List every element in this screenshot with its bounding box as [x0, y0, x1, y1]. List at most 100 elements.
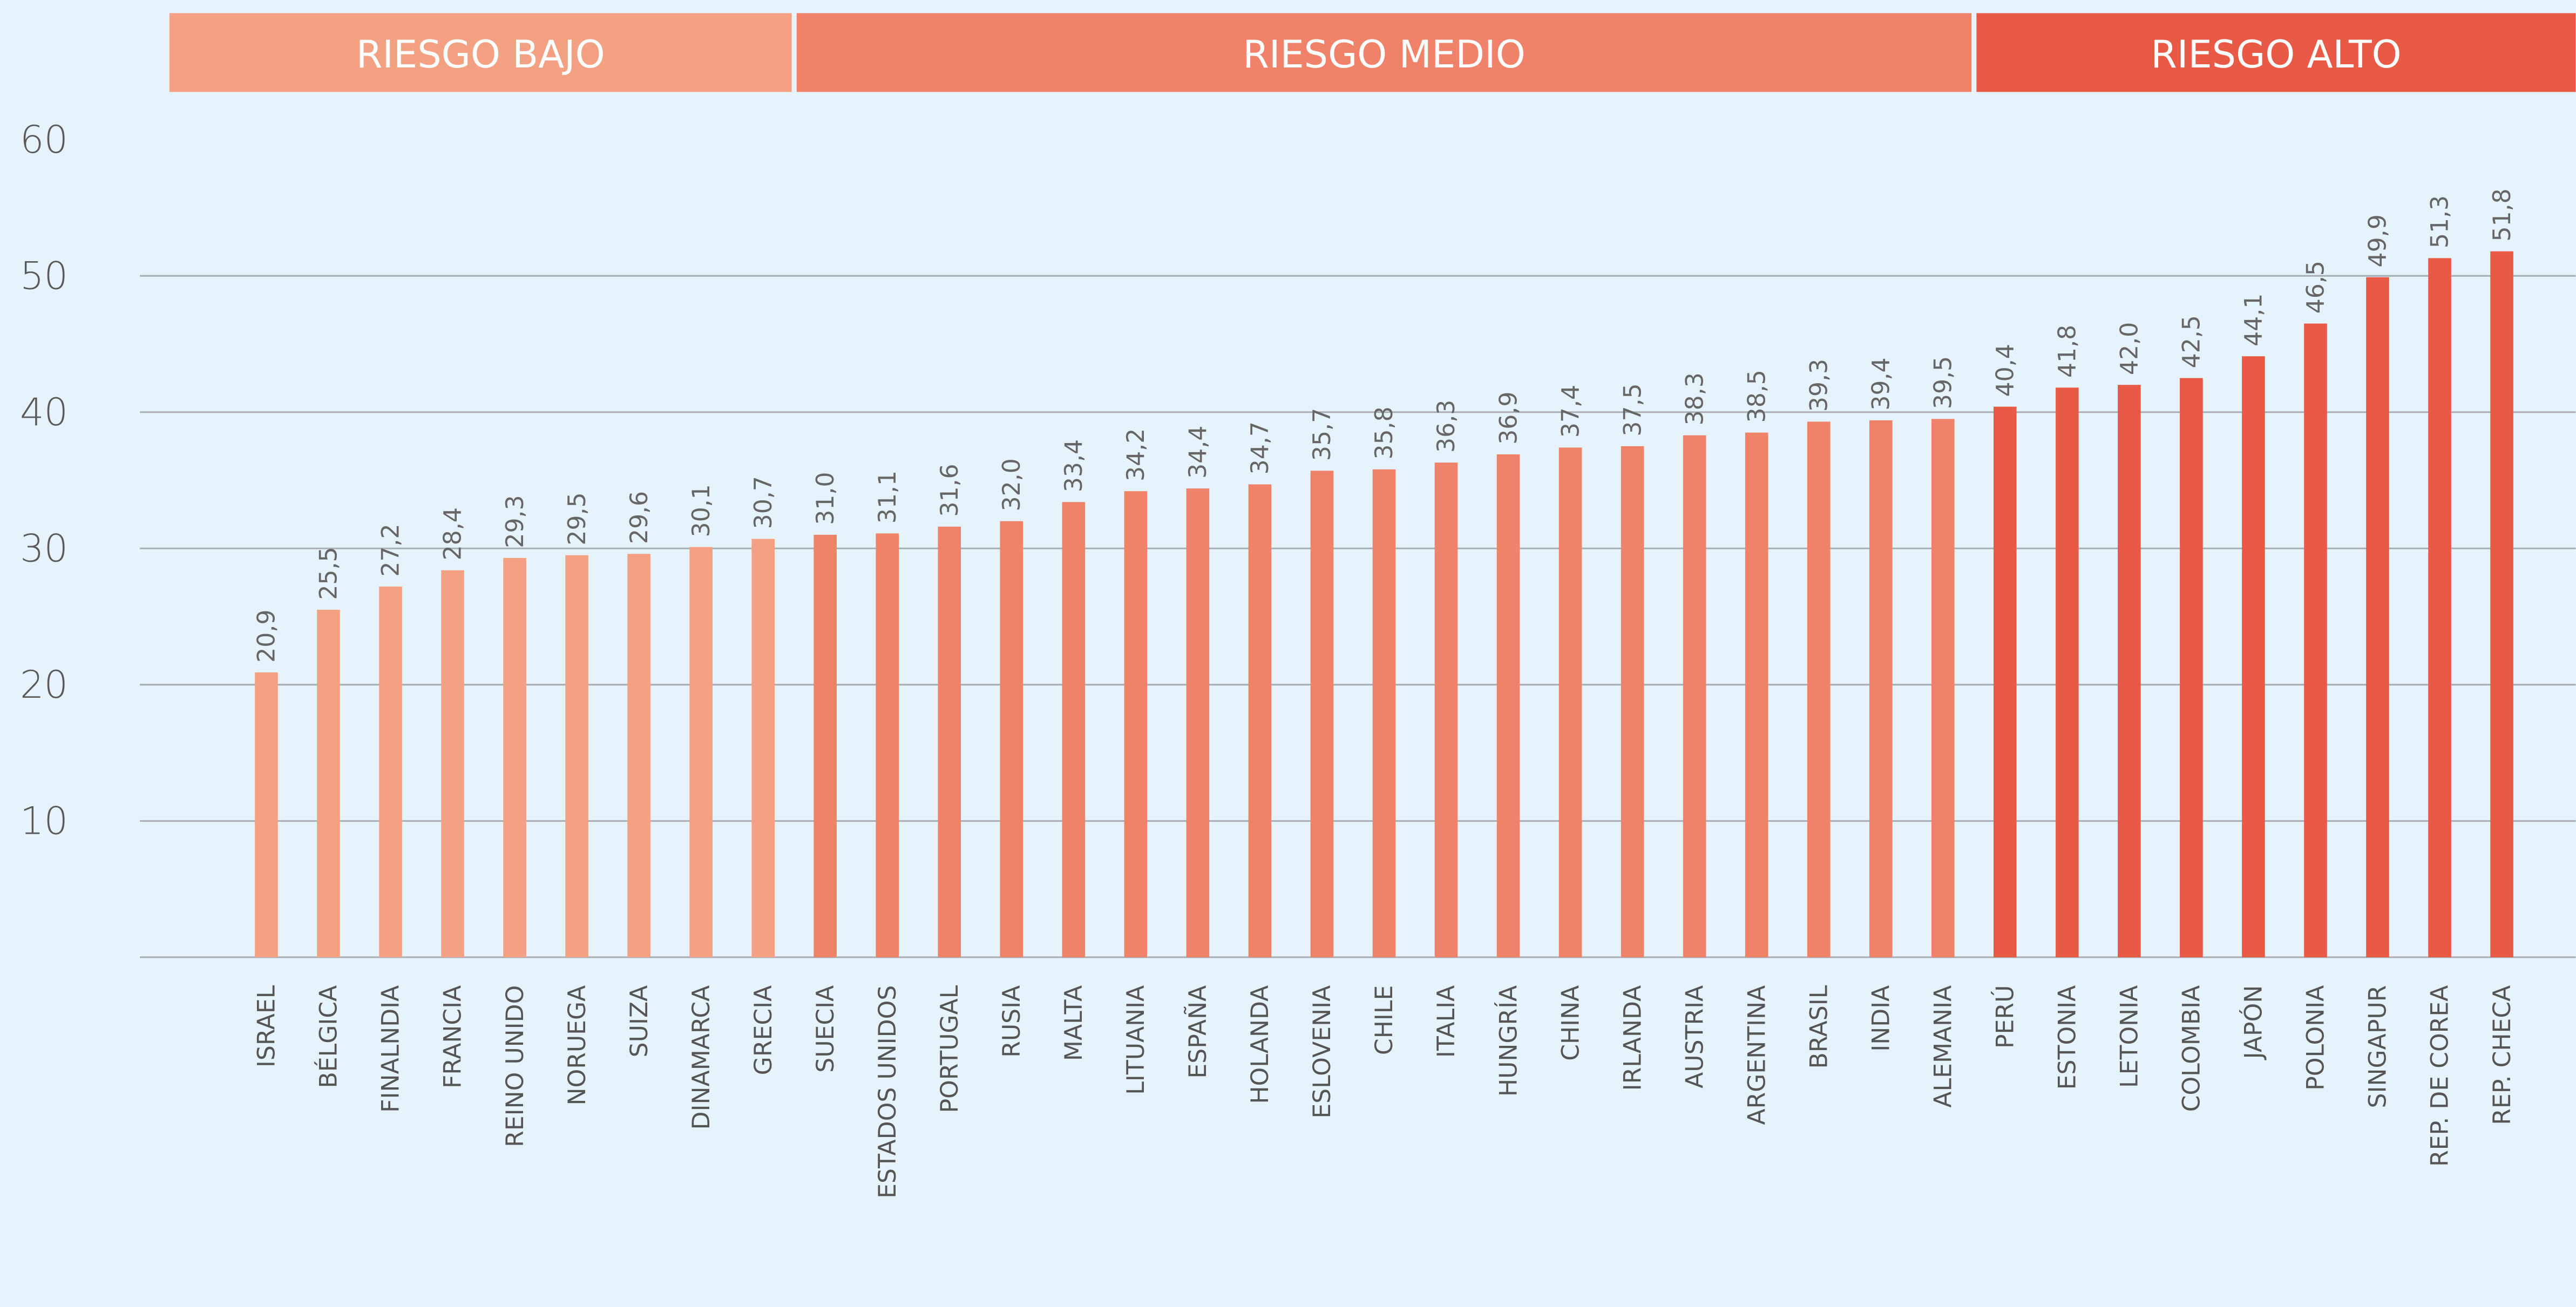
- bar: [1683, 435, 1706, 957]
- x-tick-label: BÉLGICA: [314, 985, 343, 1088]
- value-label: 30,7: [750, 476, 777, 529]
- x-tick-label: IRLANDA: [1619, 985, 1646, 1091]
- x-tick-label: DINAMARCA: [688, 985, 715, 1130]
- x-tick-label: RUSIA: [998, 985, 1026, 1058]
- bar: [1558, 447, 1582, 957]
- value-label: 51,8: [2489, 188, 2516, 241]
- value-label: 36,3: [1433, 400, 1460, 453]
- group-band: [1976, 13, 2576, 92]
- bar: [1434, 462, 1458, 957]
- bar: [814, 535, 837, 957]
- value-label: 37,4: [1557, 385, 1584, 438]
- x-tick-label: HOLANDA: [1246, 985, 1274, 1104]
- value-label: 35,7: [1309, 408, 1336, 461]
- legend-label: RIESGO ALTO: [2151, 32, 2401, 77]
- value-label: 39,5: [1929, 356, 1957, 409]
- y-tick-label: 60: [20, 118, 68, 162]
- bar: [1994, 406, 2017, 957]
- bar: [938, 526, 961, 957]
- y-tick-label: 30: [20, 527, 68, 571]
- bar: [1186, 488, 1210, 957]
- x-tick-label: FINALNDIA: [377, 985, 405, 1113]
- x-tick-label: NORUEGA: [564, 985, 591, 1106]
- bar: [1372, 469, 1396, 957]
- x-tick-label: ESTADOS UNIDOS: [874, 985, 901, 1199]
- bar: [565, 555, 588, 957]
- bar: [1248, 484, 1272, 957]
- x-tick-label: LETONIA: [2116, 985, 2144, 1088]
- x-tick-label: AUSTRIA: [1681, 985, 1709, 1088]
- x-tick-label: CHILE: [1371, 985, 1398, 1055]
- value-label: 31,6: [936, 464, 964, 516]
- bar: [1124, 491, 1148, 957]
- value-label: 38,3: [1681, 372, 1709, 425]
- bar: [751, 539, 775, 957]
- value-label: 37,5: [1619, 383, 1646, 436]
- bar: [2428, 258, 2451, 957]
- bar: [1807, 421, 1831, 957]
- value-label: 40,4: [1992, 344, 2019, 397]
- value-label: 49,9: [2364, 214, 2392, 267]
- legend-label: RIESGO BAJO: [356, 32, 605, 77]
- value-label: 20,9: [253, 610, 281, 663]
- x-tick-label: ESPAÑA: [1184, 985, 1212, 1079]
- value-label: 27,2: [377, 524, 405, 577]
- value-label: 51,3: [2426, 195, 2454, 248]
- bar: [379, 586, 402, 957]
- value-label: 44,1: [2240, 294, 2268, 346]
- bar: [689, 547, 713, 957]
- x-tick-label: SUECIA: [812, 985, 839, 1073]
- legend-label: RIESGO MEDIO: [1243, 32, 1526, 77]
- x-tick-label: ARGENTINA: [1743, 985, 1771, 1125]
- x-tick-label: POLONIA: [2302, 985, 2330, 1091]
- value-label: 34,2: [1122, 428, 1150, 481]
- value-label: 32,0: [998, 458, 1026, 511]
- bar: [255, 672, 278, 957]
- bar: [503, 557, 526, 957]
- value-label: 28,4: [439, 507, 467, 560]
- x-tick-label: MALTA: [1060, 985, 1088, 1061]
- x-tick-label: HUNGRÍA: [1494, 985, 1522, 1097]
- value-label: 29,5: [564, 492, 591, 545]
- x-tick-label: PERÚ: [1991, 985, 2019, 1049]
- bar: [1000, 521, 1023, 957]
- bar: [876, 533, 899, 957]
- value-label: 34,4: [1184, 426, 1212, 479]
- x-tick-label: ALEMANIA: [1929, 985, 1957, 1108]
- value-label: 35,8: [1371, 406, 1398, 459]
- value-label: 25,5: [315, 547, 343, 600]
- value-label: 42,5: [2178, 315, 2206, 368]
- bar: [1621, 446, 1644, 957]
- x-tick-label: INDIA: [1867, 985, 1895, 1052]
- x-tick-label: ESLOVENIA: [1309, 985, 1336, 1119]
- bar: [2056, 387, 2079, 957]
- value-label: 39,4: [1867, 357, 1895, 410]
- bar: [1745, 432, 1768, 957]
- bar: [2180, 378, 2203, 957]
- bar: [2118, 385, 2141, 957]
- x-tick-label: SINGAPUR: [2364, 985, 2392, 1108]
- y-tick-label: 20: [20, 663, 68, 707]
- value-label: 31,1: [874, 471, 901, 523]
- x-tick-label: REP. CHECA: [2489, 985, 2516, 1125]
- x-tick-label: GRECIA: [750, 985, 777, 1075]
- value-label: 30,1: [688, 484, 715, 537]
- bar: [2304, 323, 2327, 957]
- value-label: 31,0: [812, 472, 839, 525]
- bar: [2366, 277, 2389, 957]
- bar: [1496, 454, 1520, 957]
- x-tick-label: ITALIA: [1433, 985, 1460, 1058]
- value-label: 46,5: [2302, 261, 2330, 314]
- x-tick-label: FRANCIA: [439, 985, 467, 1088]
- x-tick-label: REP. DE COREA: [2426, 985, 2454, 1167]
- bar: [441, 570, 464, 957]
- value-label: 33,4: [1060, 439, 1088, 492]
- group-band: [796, 13, 1972, 92]
- x-tick-label: ESTONIA: [2054, 985, 2082, 1090]
- value-label: 36,9: [1495, 392, 1522, 445]
- value-label: 38,5: [1743, 370, 1771, 423]
- y-tick-label: 40: [20, 390, 68, 434]
- bar: [1310, 471, 1334, 957]
